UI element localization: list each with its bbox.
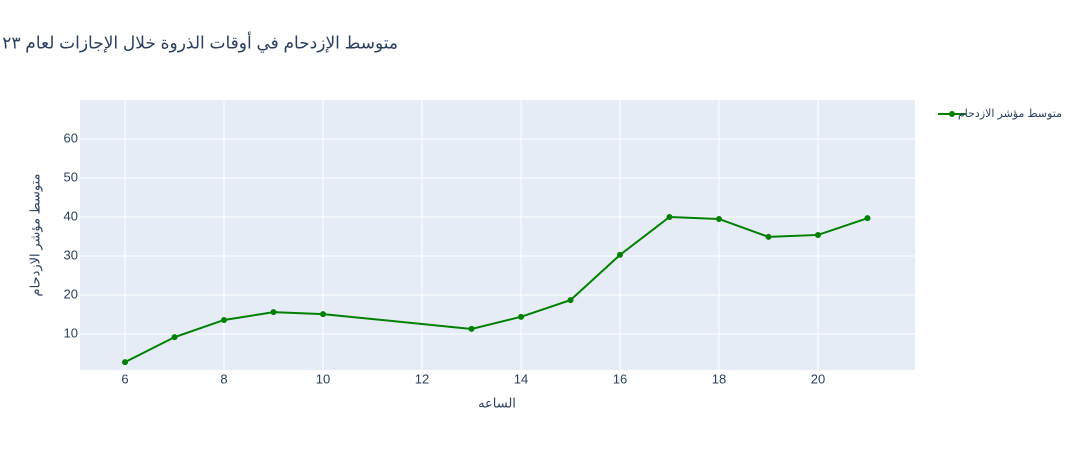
x-tick-label: 8 <box>220 371 227 386</box>
line <box>124 215 868 363</box>
y-tick-label: 30 <box>64 247 78 262</box>
x-tick-label: 20 <box>811 371 825 386</box>
y-tick-label: 20 <box>64 286 78 301</box>
x-tick-label: 16 <box>613 371 627 386</box>
point <box>864 215 871 222</box>
point <box>270 309 277 316</box>
point <box>122 359 129 366</box>
x-axis-label: الساعه <box>478 395 516 410</box>
x-tick-label: 10 <box>316 371 330 386</box>
y-axis-label: متوسط مؤشر الازدحام <box>27 174 43 297</box>
x-tick-label: 12 <box>415 371 429 386</box>
point <box>320 311 327 318</box>
y-tick-label: 40 <box>64 208 78 223</box>
point <box>666 214 673 221</box>
legend-marker <box>949 111 955 117</box>
point <box>468 325 475 332</box>
point <box>617 251 624 258</box>
y-tick-label: 10 <box>64 325 78 340</box>
x-tick-label: 18 <box>712 371 726 386</box>
legend-label: متوسط مؤشر الازدحام <box>958 108 1062 120</box>
plot-area <box>80 100 915 370</box>
point <box>765 233 772 240</box>
x-tick-label: 6 <box>121 371 128 386</box>
y-tick-label: 60 <box>64 130 78 145</box>
point <box>221 316 228 323</box>
x-tick-label: 14 <box>514 371 528 386</box>
point <box>715 215 722 222</box>
marks <box>122 214 871 366</box>
point <box>171 334 178 341</box>
chart-title: متوسط الإزدحام في أوقات الذروة خلال الإج… <box>0 31 398 53</box>
point <box>518 313 525 320</box>
y-tick-label: 50 <box>64 169 78 184</box>
point <box>567 297 574 304</box>
point <box>814 231 821 238</box>
